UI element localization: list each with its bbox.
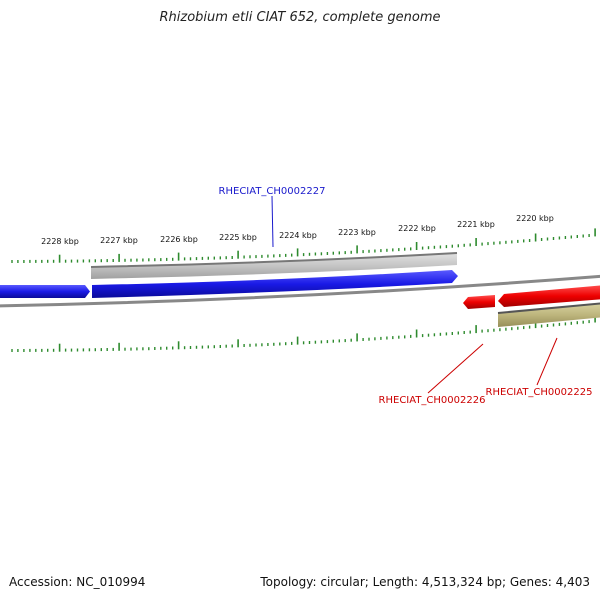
gene-label-rheciat-ch0002226[interactable]: RHECIAT_CH0002226 <box>379 395 486 406</box>
scale-label-2224: 2224 kbp <box>279 231 317 240</box>
label-leader-rheciat-ch0002227 <box>271 195 274 248</box>
cds-arrow-rheciat-ch0002226[interactable] <box>463 295 495 309</box>
scale-ticks-lower <box>11 314 596 352</box>
scale-label-2220: 2220 kbp <box>516 214 554 223</box>
genome-summary-text: Topology: circular; Length: 4,513,324 bp… <box>260 575 590 589</box>
scale-ticks-upper <box>11 228 596 263</box>
gene-label-rheciat-ch0002227[interactable]: RHECIAT_CH0002227 <box>219 186 326 197</box>
scale-label-2227: 2227 kbp <box>100 236 138 245</box>
genome-backbone <box>0 274 600 308</box>
map-title: Rhizobium etli CIAT 652, complete genome <box>159 10 441 25</box>
label-leader-rheciat-ch0002225 <box>536 337 558 386</box>
scale-label-2221: 2221 kbp <box>457 220 495 229</box>
cds-arrow-rheciat-ch0002227[interactable] <box>92 270 458 298</box>
label-leader-rheciat-ch0002226 <box>427 343 484 394</box>
gene-label-rheciat-ch0002225[interactable]: RHECIAT_CH0002225 <box>486 387 593 398</box>
forward-feature-band[interactable] <box>90 252 458 279</box>
scale-label-2228: 2228 kbp <box>41 237 79 246</box>
scale-label-2222: 2222 kbp <box>398 224 436 233</box>
accession-text: Accession: NC_010994 <box>9 575 146 589</box>
cds-arrow-rheciat-ch0002225[interactable] <box>498 285 600 307</box>
reverse-feature-band[interactable] <box>497 302 600 327</box>
scale-labels: 2228 kbp 2227 kbp 2226 kbp 2225 kbp 2224… <box>41 214 554 246</box>
scale-label-2223: 2223 kbp <box>338 228 376 237</box>
scale-label-2226: 2226 kbp <box>160 235 198 244</box>
scale-label-2225: 2225 kbp <box>219 233 257 242</box>
cds-arrow-forward-left[interactable] <box>0 285 90 298</box>
